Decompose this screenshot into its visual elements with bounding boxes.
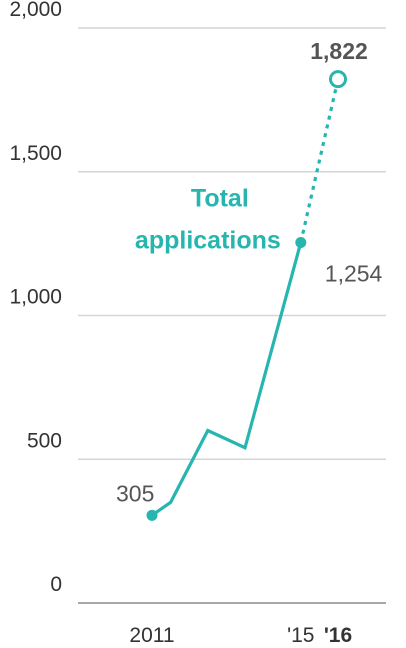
x-tick-label: 2011 xyxy=(129,624,174,647)
data-label: 305 xyxy=(116,480,154,506)
data-point xyxy=(146,509,158,521)
x-axis-tick-labels: 2011 '15 '16 xyxy=(129,624,352,647)
y-tick-label: 0 xyxy=(50,573,62,596)
series-lines xyxy=(151,78,340,517)
y-tick-label: 2,000 xyxy=(9,0,62,21)
series-label: Total applications xyxy=(135,184,281,254)
y-tick-label: 500 xyxy=(27,429,62,452)
y-tick-label: 1,500 xyxy=(9,142,62,165)
projected-data-point xyxy=(329,70,347,89)
grid-lines xyxy=(78,27,386,604)
x-tick-label: '16 xyxy=(324,624,352,647)
x-tick-label: '15 xyxy=(287,624,314,647)
data-point xyxy=(295,236,307,248)
series-projection-line xyxy=(299,78,340,243)
series-labels: Total applications xyxy=(135,184,281,254)
data-label: 1,822 xyxy=(310,38,368,64)
series-line xyxy=(151,242,303,517)
y-tick-label: 1,000 xyxy=(9,286,62,309)
data-points xyxy=(146,70,347,521)
data-label: 1,254 xyxy=(325,260,383,286)
data-labels: 305 1,254 1,822 xyxy=(116,38,383,506)
y-axis-tick-labels: 0 500 1,000 1,500 2,000 xyxy=(9,0,62,596)
